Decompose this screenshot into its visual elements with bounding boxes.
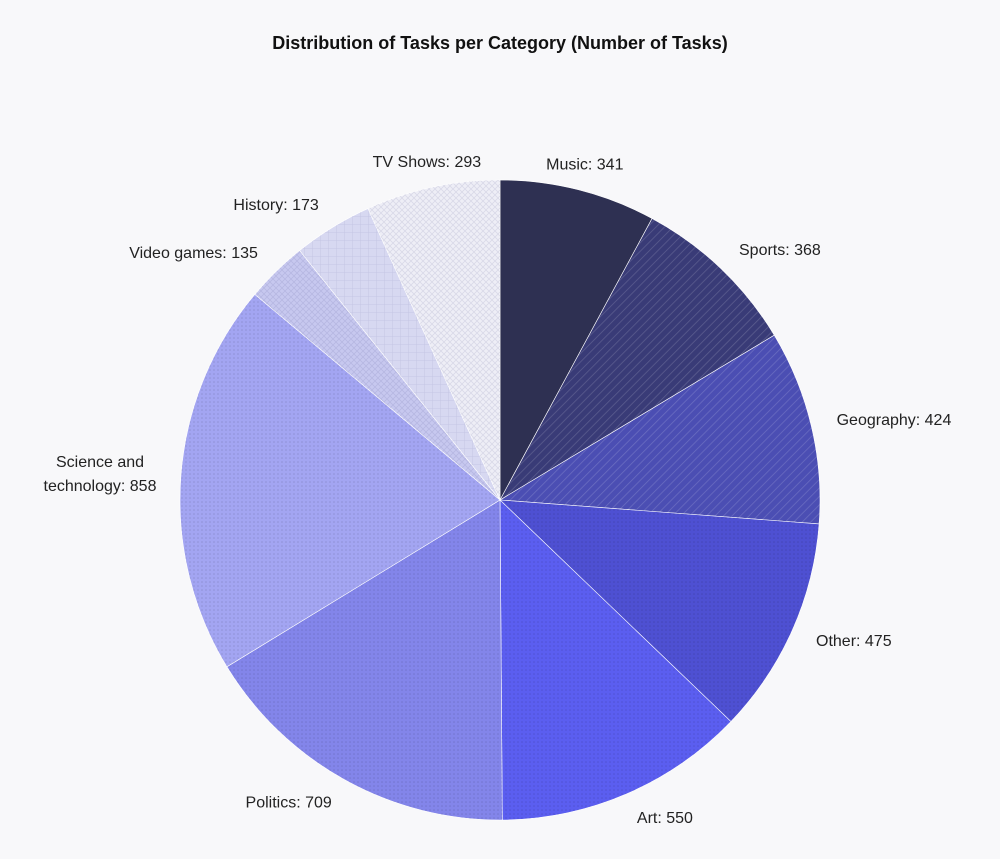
pie-slice-texture-history <box>299 208 500 501</box>
slice-label-tv-shows: TV Shows: 293 <box>373 154 482 171</box>
slice-label-geography: Geography: 424 <box>837 412 952 429</box>
pie-slice-texture-tv-shows <box>367 180 500 500</box>
slice-label-music: Music: 341 <box>546 157 623 174</box>
pie-slice-sports <box>499 218 775 501</box>
slice-label-other: Other: 475 <box>816 633 892 650</box>
pie-slice-music <box>499 179 653 501</box>
slice-label-video-games: Video games: 135 <box>129 245 258 262</box>
pie-slice-tv-shows <box>367 179 501 501</box>
pie-slice-geography <box>499 334 821 525</box>
pie-slice-science-and-technology <box>179 293 501 668</box>
pie-slice-texture-other <box>500 500 820 722</box>
slice-label-line: technology: 858 <box>44 478 157 495</box>
pie-slice-texture-science-and-technology <box>180 294 500 667</box>
slice-label-science-and-technology: Science and technology: 858 <box>44 454 157 495</box>
slice-label-sports: Sports: 368 <box>739 242 821 259</box>
slice-label-art: Art: 550 <box>637 810 693 827</box>
pie-slice-texture-video-games <box>254 250 500 500</box>
pie-slice-texture-geography <box>500 335 821 524</box>
slice-label-politics: Politics: 709 <box>246 794 332 811</box>
pie-slice-other <box>499 499 820 722</box>
pie-slice-texture-politics <box>226 500 503 820</box>
slice-label-line: Science and <box>56 454 144 471</box>
pie-slice-texture-art <box>500 500 731 820</box>
chart-title: Distribution of Tasks per Category (Numb… <box>272 33 728 53</box>
pie-slice-politics <box>226 499 503 821</box>
pie-slice-art <box>499 499 732 821</box>
pie-slice-fill-music <box>499 179 653 501</box>
pie-slice-texture-sports <box>500 218 775 500</box>
slice-label-history: History: 173 <box>233 197 318 214</box>
